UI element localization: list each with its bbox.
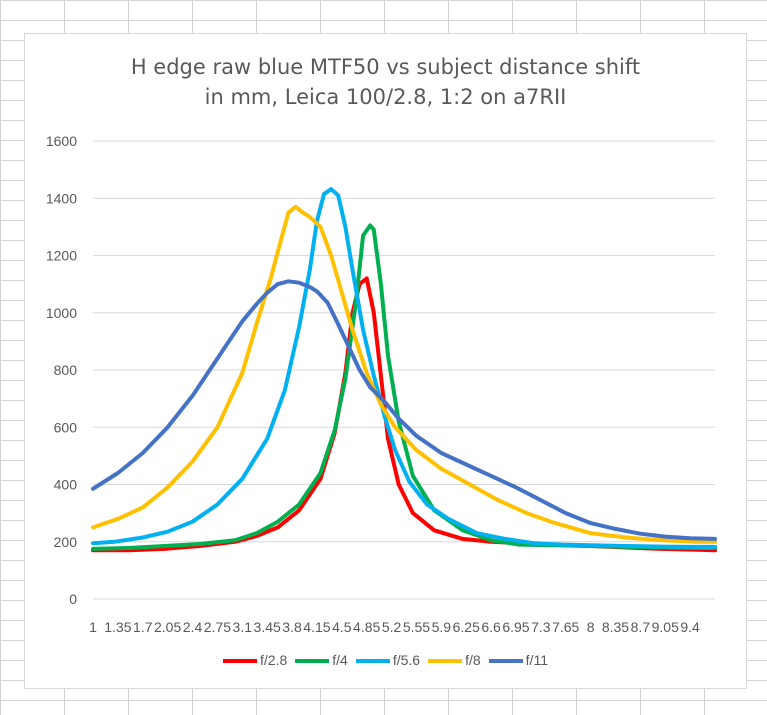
- x-tick-label: 4.85: [353, 619, 380, 635]
- legend-item: f/8: [428, 652, 481, 668]
- legend-swatch: [488, 659, 523, 664]
- x-tick-label: 2.05: [154, 619, 181, 635]
- x-tick-label: 7.65: [552, 619, 579, 635]
- chart-title: H edge raw blue MTF50 vs subject distanc…: [25, 52, 746, 112]
- y-tick-label: 1600: [46, 133, 77, 149]
- legend: f/2.8 f/4 f/5.6 f/8 f/11: [25, 652, 746, 668]
- chart-card: H edge raw blue MTF50 vs subject distanc…: [24, 33, 747, 689]
- legend-label: f/8: [465, 652, 481, 668]
- x-tick-label: 5.2: [382, 619, 402, 635]
- x-tick-label: 6.25: [453, 619, 480, 635]
- legend-label: f/4: [332, 652, 348, 668]
- x-tick-label: 6.6: [481, 619, 501, 635]
- legend-item: f/2.8: [223, 652, 287, 668]
- x-tick-label: 3.8: [282, 619, 302, 635]
- x-tick-label: 9.05: [652, 619, 679, 635]
- legend-swatch: [223, 659, 258, 664]
- x-tick-label: 6.95: [502, 619, 529, 635]
- series-line-f56: [91, 187, 717, 549]
- x-tick-label: 9.4: [680, 619, 700, 635]
- y-tick-label: 1200: [46, 248, 77, 264]
- x-tick-label: 1: [89, 619, 97, 635]
- legend-swatch: [428, 659, 463, 664]
- legend-item: f/4: [295, 652, 348, 668]
- y-tick-label: 1000: [46, 305, 77, 321]
- y-tick-label: 1400: [46, 190, 77, 206]
- legend-swatch: [355, 659, 390, 664]
- y-tick-label: 600: [54, 419, 78, 435]
- y-tick-label: 400: [54, 477, 78, 493]
- x-tick-label: 5.55: [403, 619, 430, 635]
- plot-area: 0 200 400 600 800 1000 1200 1400 1600 1 1.35 1.7 2.0…: [46, 133, 717, 635]
- y-tick-label: 0: [69, 591, 77, 607]
- legend-item: f/11: [488, 652, 548, 668]
- x-tick-label: 2.75: [204, 619, 231, 635]
- chart-title-line1: H edge raw blue MTF50 vs subject distanc…: [130, 55, 641, 79]
- x-tick-label: 8.35: [602, 619, 629, 635]
- x-tick-label: 8: [587, 619, 595, 635]
- x-tick-label: 1.7: [133, 619, 153, 635]
- y-tick-label: 800: [54, 362, 78, 378]
- legend-label: f/2.8: [260, 652, 288, 668]
- x-tick-label: 1.35: [104, 619, 131, 635]
- series-line-f28: [91, 276, 717, 553]
- y-tick-label: 200: [54, 534, 78, 550]
- legend-label: f/11: [525, 652, 548, 668]
- x-tick-label: 4.15: [303, 619, 330, 635]
- series-line-f8: [91, 204, 717, 544]
- x-tick-label: 4.5: [332, 619, 352, 635]
- legend-label: f/5.6: [392, 652, 421, 668]
- x-tick-label: 5.9: [432, 619, 452, 635]
- legend-item: f/5.6: [355, 652, 421, 668]
- x-tick-label: 2.4: [183, 619, 203, 635]
- chart-title-line2: in mm, Leica 100/2.8, 1:2 on a7RII: [204, 85, 567, 109]
- legend-swatch: [295, 659, 330, 664]
- series-line-f4: [91, 223, 717, 551]
- x-tick-label: 7.3: [531, 619, 551, 635]
- series-line-f11: [91, 279, 717, 541]
- x-tick-label: 3.1: [233, 619, 253, 635]
- x-tick-label: 8.7: [631, 619, 651, 635]
- x-tick-label: 3.45: [254, 619, 281, 635]
